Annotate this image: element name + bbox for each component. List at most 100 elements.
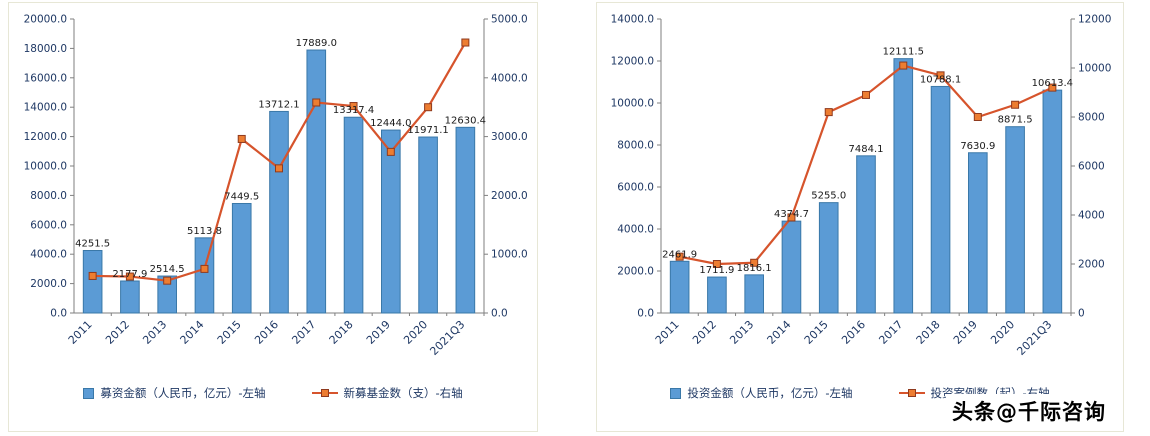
line-marker: [312, 98, 321, 107]
bar: [707, 276, 727, 314]
bar: [1042, 89, 1063, 314]
x-axis-label: 2015: [215, 318, 244, 347]
right-axis-label: 0: [1078, 308, 1085, 320]
x-axis-label: 2021Q3: [427, 318, 467, 358]
bar-data-label: 8871.5: [998, 115, 1033, 126]
bar-data-label: 17889.0: [296, 38, 337, 49]
line-marker: [712, 260, 721, 268]
line-marker: [237, 134, 246, 143]
x-axis-label: 2013: [727, 318, 756, 347]
x-axis-label: 2014: [178, 318, 207, 347]
x-axis-label: 2018: [327, 318, 356, 347]
line-marker: [461, 38, 470, 47]
bar-data-label: 2514.5: [150, 264, 185, 275]
left-axis-label: 16000.0: [24, 72, 67, 84]
right-axis-label: 2000: [1078, 259, 1105, 271]
right-axis-label: 0.0: [491, 308, 508, 320]
legend-item: 新募基金数（支）-右轴: [311, 385, 463, 401]
line-marker: [899, 61, 908, 70]
bar: [306, 49, 327, 314]
line-marker: [88, 271, 97, 280]
bar-data-label: 12630.4: [445, 115, 486, 126]
right-axis-label: 12000: [1078, 14, 1111, 26]
left-axis-label: 8000.0: [30, 190, 67, 202]
bar: [343, 116, 364, 314]
bar-data-label: 10613.4: [1032, 78, 1073, 89]
x-axis-label: 2011: [653, 318, 682, 347]
left-axis-label: 10000.0: [611, 98, 654, 110]
bar: [856, 155, 876, 314]
line-marker: [1011, 100, 1020, 109]
left-axis-label: 12000.0: [24, 131, 67, 143]
legend-bar-swatch: [670, 387, 682, 399]
left-axis-label: 8000.0: [617, 140, 654, 152]
investment-chart-panel: 0.0 2000.0 4000.0 6000.0 8000.0 10000.0 12000.…: [596, 2, 1124, 432]
right-axis-label: 3000.0: [491, 131, 528, 143]
legend-line-swatch: [311, 389, 338, 397]
x-axis-label: 2018: [914, 318, 943, 347]
bar-data-label: 11971.1: [407, 125, 448, 136]
watermark: 头条@千际咨询: [946, 394, 1112, 428]
bar-data-label: 13317.4: [333, 105, 374, 116]
line-marker: [862, 90, 870, 99]
bar: [968, 152, 988, 314]
x-axis-label: 2014: [765, 318, 794, 347]
fundraising-chart: 0.0 2000.0 4000.0 6000.0 8000.0 10000.0 12000.…: [24, 14, 528, 358]
left-axis-label: 4000.0: [617, 224, 654, 236]
bar-data-label: 10788.1: [920, 74, 961, 85]
bar: [418, 136, 438, 314]
right-axis-label: 4000: [1078, 210, 1105, 222]
legend-label: 募资金额（人民币，亿元）-左轴: [100, 386, 266, 400]
right-axis-label: 5000.0: [491, 14, 528, 26]
left-axis-label: 18000.0: [24, 43, 67, 55]
legend-line-marker: [907, 389, 916, 397]
line-marker: [675, 252, 684, 261]
bar-data-label: 5113.8: [187, 226, 222, 237]
bar-data-label: 4251.5: [75, 239, 110, 250]
left-axis-label: 6000.0: [30, 219, 67, 231]
fundraising-chart-legend: 募资金额（人民币，亿元）-左轴 新募基金数（支）-右轴: [9, 385, 537, 401]
bar: [381, 129, 401, 314]
left-axis-label: 14000.0: [611, 14, 654, 26]
left-axis-label: 12000.0: [611, 56, 654, 68]
bar: [669, 260, 690, 314]
line-marker: [275, 164, 283, 173]
legend-label: 新募基金数（支）-右轴: [343, 386, 463, 400]
x-axis-label: 2021Q3: [1014, 318, 1054, 358]
bar: [455, 126, 476, 314]
bar-data-label: 4374.7: [774, 209, 809, 220]
legend-label: 投资金额（人民币，亿元）-左轴: [687, 386, 853, 400]
bar-data-label: 5255.0: [811, 191, 846, 202]
x-axis-label: 2012: [690, 318, 719, 347]
line-marker: [750, 258, 759, 267]
line-marker: [973, 113, 982, 121]
line-marker: [936, 71, 945, 80]
line-marker: [824, 108, 833, 117]
x-axis-label: 2016: [839, 318, 868, 347]
x-axis-label: 2016: [252, 318, 281, 347]
x-axis-label: 2011: [66, 318, 95, 347]
legend-item: 募资金额（人民币，亿元）-左轴: [83, 385, 266, 401]
line-marker: [349, 102, 358, 111]
bar: [157, 275, 177, 314]
investment-chart: 0.0 2000.0 4000.0 6000.0 8000.0 10000.0 12000.…: [611, 14, 1112, 358]
x-axis-label: 2020: [988, 318, 1017, 347]
x-axis-label: 2013: [140, 318, 169, 347]
bar: [1005, 126, 1025, 314]
right-axis-label: 4000.0: [491, 72, 528, 84]
right-axis-label: 10000: [1078, 63, 1111, 75]
right-axis-label: 8000: [1078, 112, 1105, 124]
x-axis-label: 2019: [951, 318, 980, 347]
x-axis-label: 2019: [364, 318, 393, 347]
x-axis-label: 2017: [289, 318, 318, 347]
bar: [269, 110, 289, 314]
bar-data-label: 1711.9: [699, 265, 734, 276]
bar-data-label: 12111.5: [883, 47, 924, 58]
left-axis-label: 14000.0: [24, 102, 67, 114]
bar-data-label: 7449.5: [224, 191, 259, 202]
line-marker: [125, 272, 134, 281]
watermark-text: 头条@千际咨询: [952, 400, 1106, 424]
bar: [818, 202, 839, 314]
x-axis-label: 2020: [401, 318, 430, 347]
bar: [893, 58, 914, 314]
